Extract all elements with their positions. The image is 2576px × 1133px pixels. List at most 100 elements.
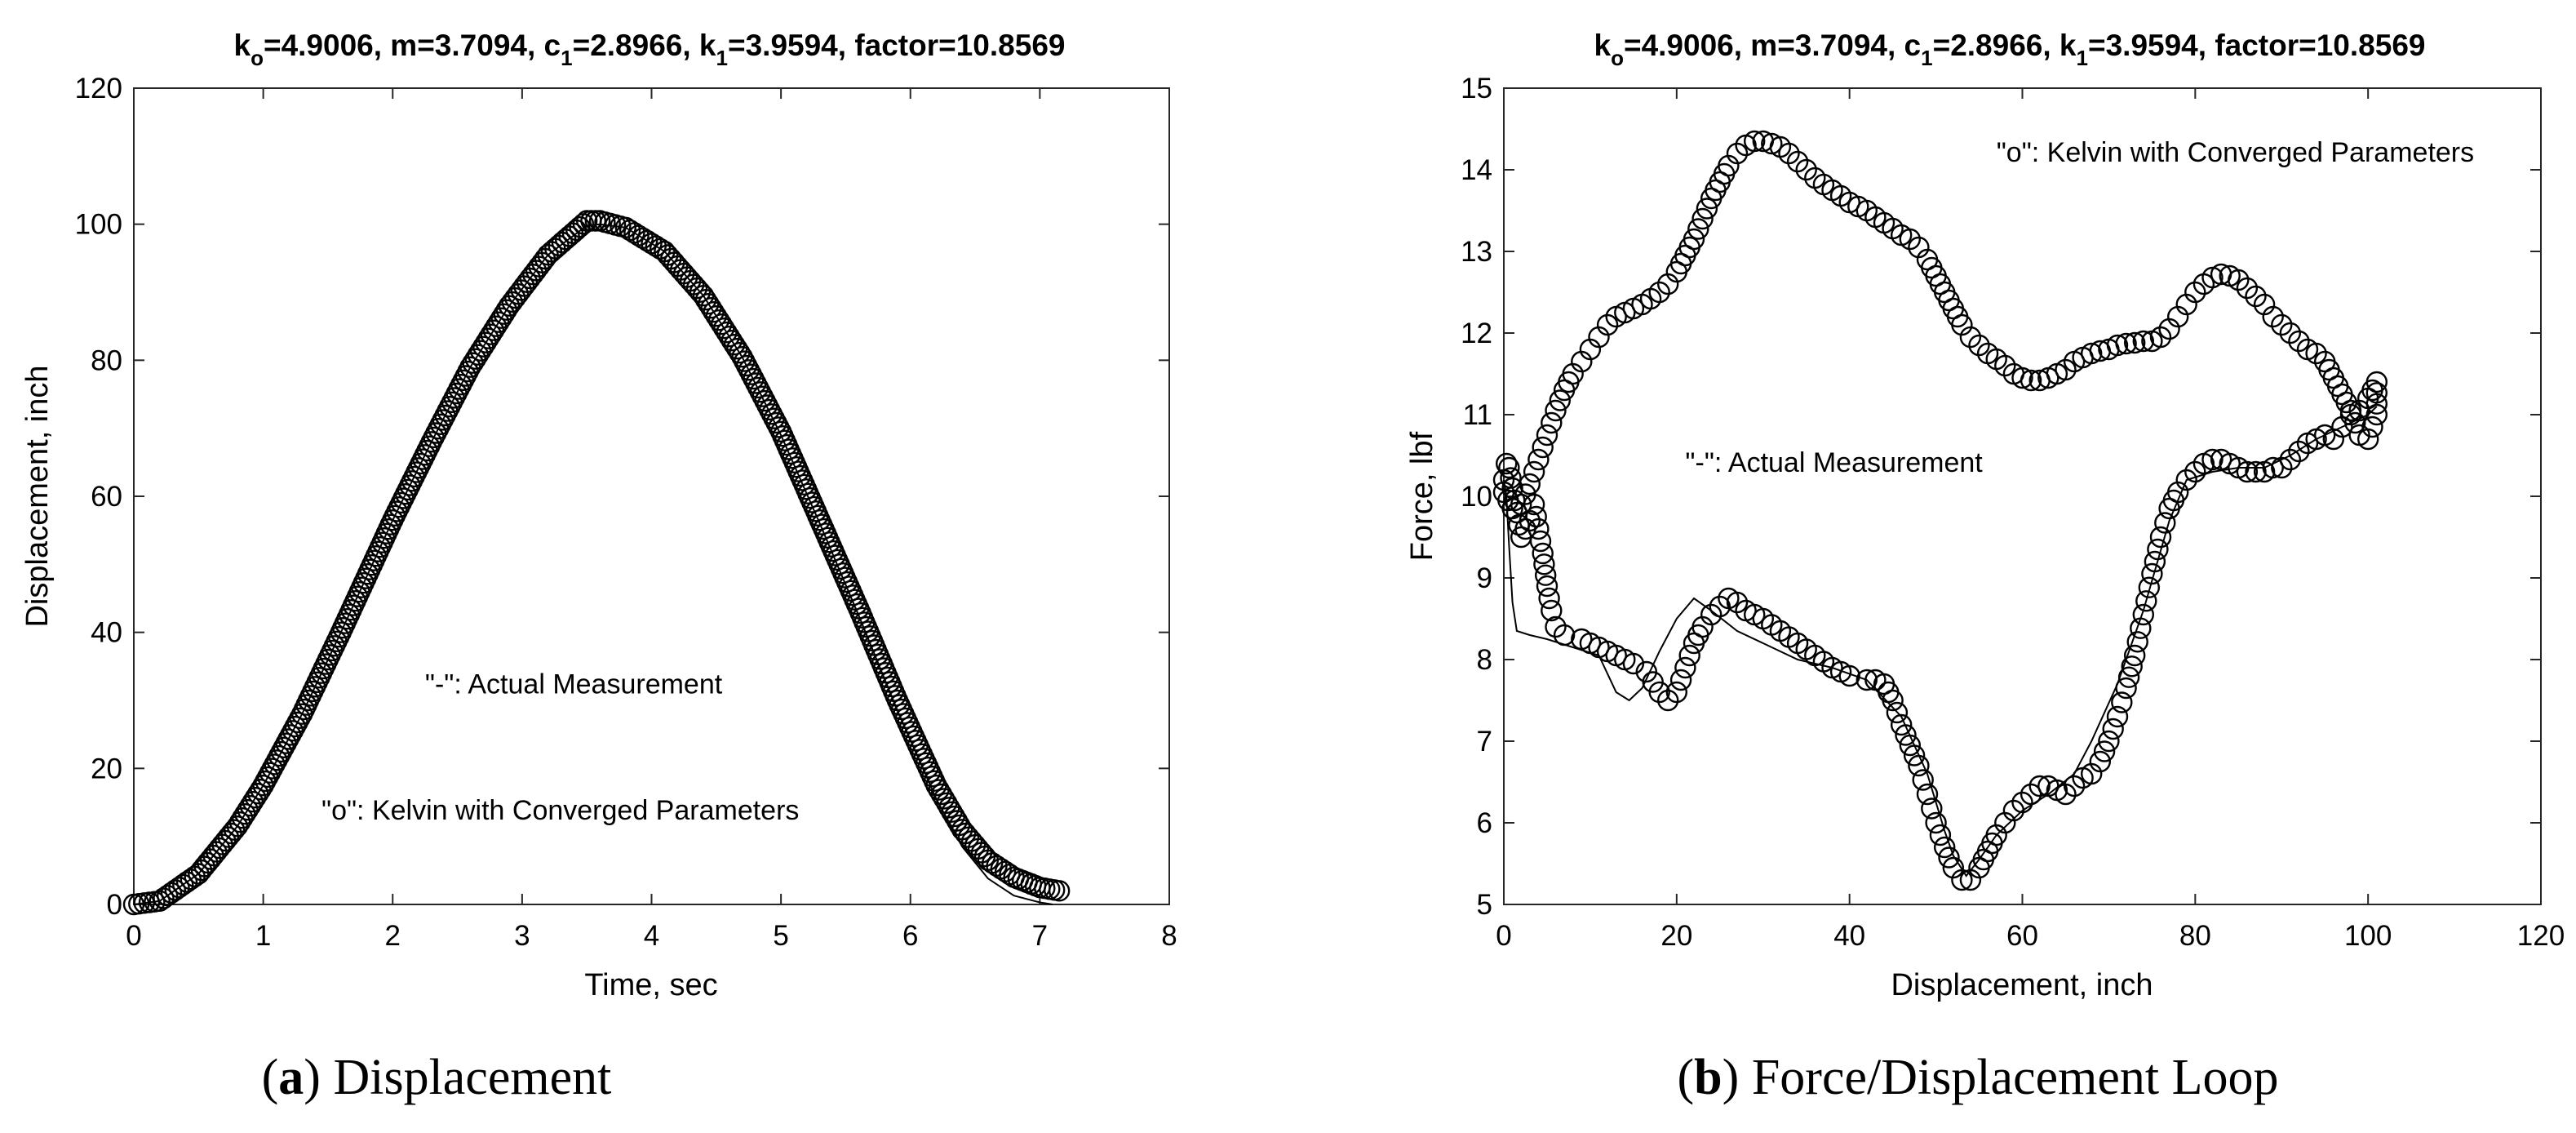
- y-tick-label: 120: [75, 73, 122, 104]
- y-tick-label: 6: [1477, 807, 1492, 839]
- data-point: [1536, 575, 1558, 598]
- data-point: [1838, 664, 1860, 687]
- data-point: [2106, 705, 2129, 728]
- data-point: [2132, 603, 2155, 626]
- data-point: [2063, 775, 2086, 798]
- data-point: [2236, 277, 2259, 300]
- data-point: [1538, 587, 1560, 610]
- y-tick-label: 10: [1461, 481, 1492, 513]
- data-point: [2130, 617, 2152, 639]
- y-tick-label: 80: [91, 344, 122, 376]
- y-tick-label: 40: [91, 617, 122, 649]
- data-point: [1525, 505, 1547, 528]
- x-tick-label: 0: [1496, 920, 1511, 952]
- y-tick-label: 8: [1477, 644, 1492, 676]
- data-point: [1752, 130, 1775, 153]
- title-part: 1: [1921, 46, 1932, 70]
- y-tick-label: 12: [1461, 318, 1492, 349]
- data-point: [1532, 542, 1554, 565]
- data-point: [1534, 564, 1557, 586]
- data-point: [1541, 599, 1563, 622]
- data-point: [1519, 509, 1541, 532]
- y-tick-label: 9: [1477, 562, 1492, 594]
- data-point: [1886, 701, 1909, 724]
- data-point: [2175, 469, 2197, 491]
- y-tick-label: 100: [75, 209, 122, 241]
- axes-frame-a: [133, 87, 1170, 905]
- data-point: [2098, 730, 2120, 753]
- x-axis-ticks-a: 0 1 2 3 4 5 6 7 8: [126, 88, 1177, 952]
- data-point: [2365, 371, 2388, 393]
- data-point: [1669, 669, 1692, 691]
- data-point: [1786, 150, 1809, 173]
- chart-panel-a: ko=4.9006, m=3.7094, c1=2.8966, k1=3.959…: [20, 29, 1177, 1002]
- x-tick-label: 80: [2179, 920, 2211, 952]
- y-tick-label: 60: [91, 481, 122, 513]
- data-point: [1605, 305, 1627, 328]
- data-point: [1545, 615, 1567, 638]
- data-point: [1533, 553, 1555, 575]
- data-point: [1921, 798, 1943, 820]
- data-point: [2111, 691, 2133, 713]
- x-tick-label: 40: [1833, 920, 1865, 952]
- title-part: =3.9594, factor=10.8569: [728, 29, 1066, 62]
- x-axis-label-b: Displacement, inch: [1891, 968, 2153, 1002]
- y-tick-label: 0: [107, 889, 122, 921]
- title-part: =4.9006, m=3.7094, c: [264, 29, 561, 62]
- data-point: [2132, 330, 2155, 353]
- data-point: [1795, 158, 1817, 181]
- data-point: [2271, 313, 2293, 336]
- title-part: o: [1611, 46, 1624, 70]
- data-point: [1498, 456, 1520, 479]
- title-part: o: [251, 46, 264, 70]
- data-point: [2296, 338, 2319, 361]
- x-axis-ticks-b: 0 20 40 60 80 100 120: [1496, 88, 2565, 952]
- x-tick-label: 100: [2344, 920, 2392, 952]
- y-tick-label: 7: [1477, 726, 1492, 758]
- y-tick-label: 11: [1463, 399, 1492, 431]
- title-part: k: [1594, 29, 1612, 62]
- title-part: =3.9594, factor=10.8569: [2088, 29, 2426, 62]
- x-tick-label: 20: [1660, 920, 1692, 952]
- data-point: [1691, 207, 1714, 230]
- y-axis-ticks-a: 0 20 40 60 80 100 120: [75, 73, 1169, 921]
- y-tick-label: 5: [1477, 889, 1492, 921]
- data-point: [2147, 538, 2169, 561]
- data-point: [2063, 350, 2086, 373]
- data-point: [1761, 132, 1783, 155]
- data-point: [1912, 769, 1934, 791]
- annotation-actual-measurement-b: "-": Actual Measurement: [1685, 447, 1983, 478]
- data-point: [2121, 655, 2143, 678]
- title-part: 1: [2077, 46, 2088, 70]
- data-point: [2361, 415, 2383, 438]
- data-point: [2365, 403, 2388, 426]
- title-part: k: [234, 29, 251, 62]
- data-point: [1968, 334, 1990, 357]
- y-tick-label: 15: [1461, 73, 1492, 104]
- data-point: [2002, 362, 2025, 385]
- x-tick-label: 5: [773, 920, 788, 952]
- data-point: [2093, 740, 2116, 762]
- data-point: [1519, 473, 1541, 495]
- data-point: [2028, 775, 2051, 798]
- series-kelvin-a: [122, 210, 1071, 916]
- data-point: [2055, 783, 2077, 806]
- data-point: [1678, 644, 1700, 667]
- caption-b-text: Force/Displacement Loop: [1752, 1050, 2279, 1105]
- data-point: [2102, 718, 2124, 740]
- data-point: [1856, 669, 1878, 691]
- axes-frame-b: [1503, 87, 2542, 905]
- data-point: [2313, 350, 2336, 373]
- data-point: [2123, 331, 2146, 354]
- series-kelvin-b: [1492, 130, 2388, 891]
- data-point: [1994, 354, 2016, 377]
- x-tick-label: 60: [2006, 920, 2038, 952]
- data-point: [1804, 167, 1826, 189]
- x-tick-label: 1: [255, 920, 271, 952]
- data-point: [1916, 783, 1939, 806]
- data-point: [1925, 811, 1947, 834]
- y-tick-label: 14: [1461, 154, 1492, 186]
- data-point: [1523, 460, 1545, 483]
- data-point: [1726, 591, 1749, 614]
